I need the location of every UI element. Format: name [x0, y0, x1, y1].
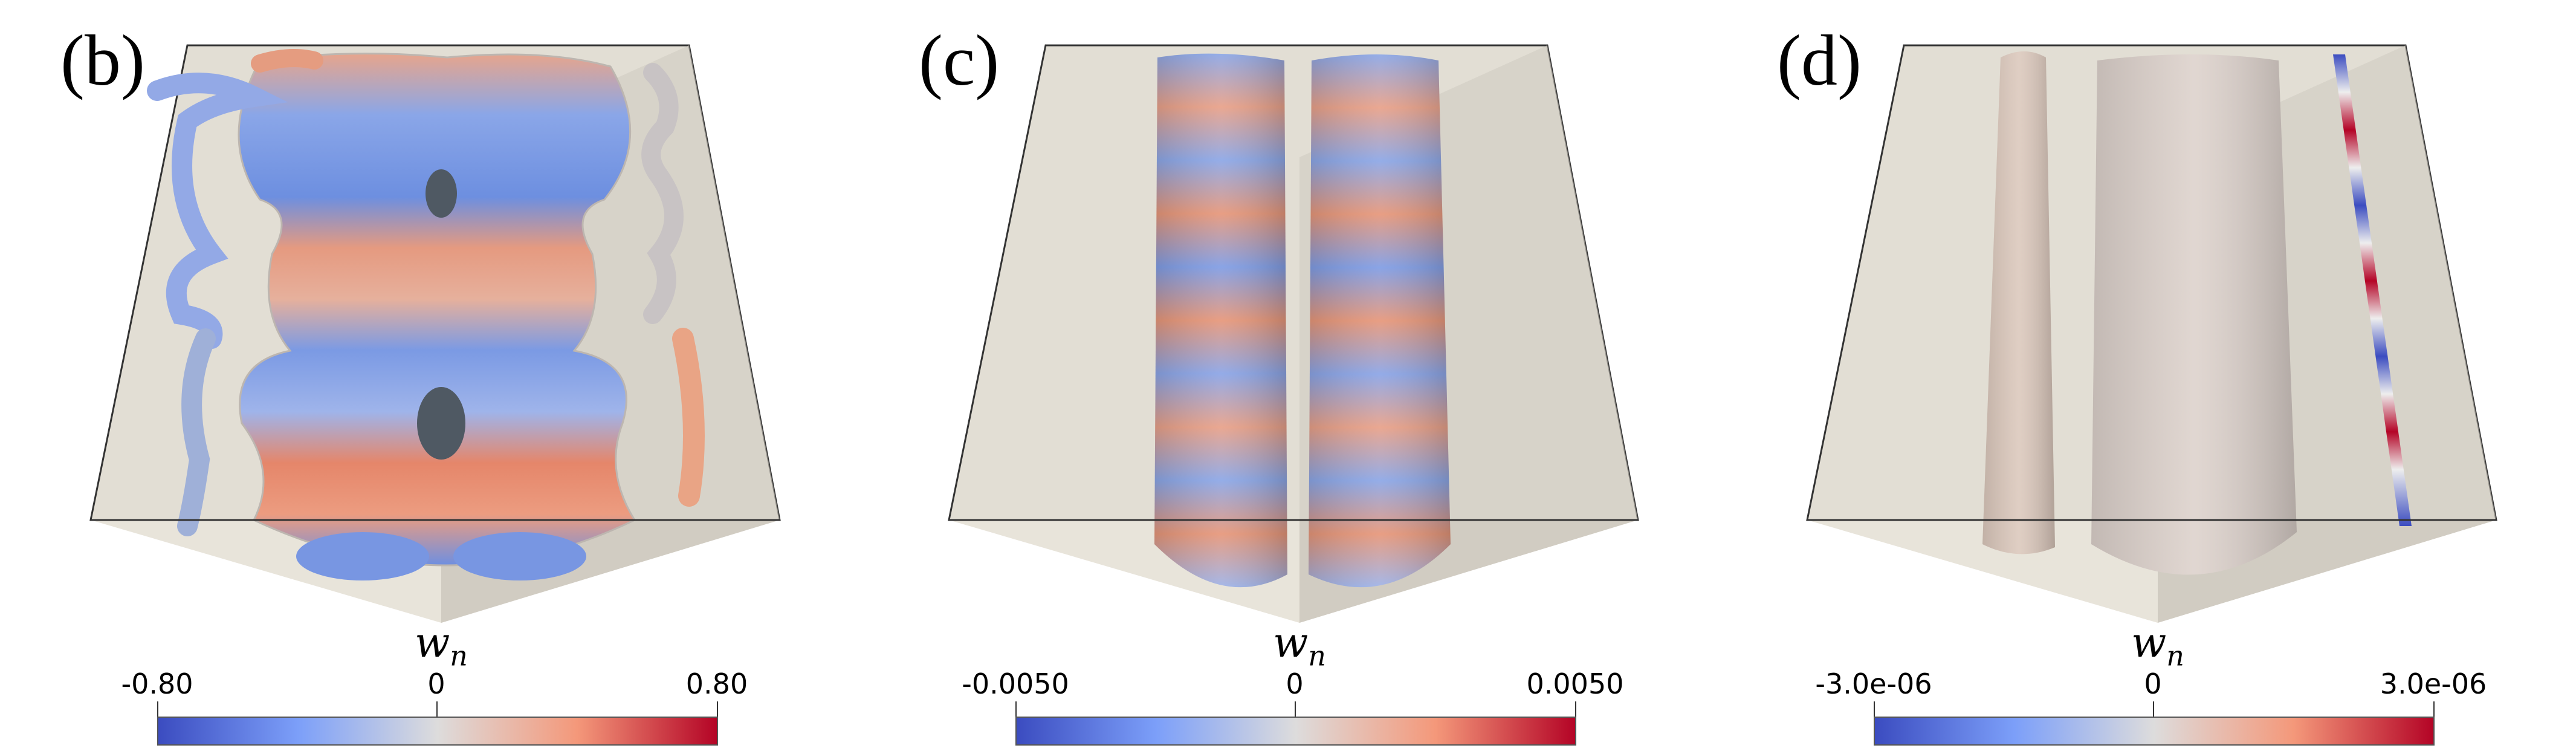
colorbar — [157, 717, 718, 746]
panel-b: (b) wn -0.80 0 0.80 — [60, 0, 919, 751]
panel-label: (b) — [60, 20, 145, 100]
rod — [2333, 54, 2412, 526]
colorbar-tick — [717, 701, 718, 718]
colorbar-title: wn — [415, 619, 468, 672]
colorbar-max-label: 3.0e-06 — [2380, 668, 2487, 700]
colorbar-tick — [1295, 701, 1296, 718]
blue-lobe — [453, 532, 586, 580]
colorbar-min-label: -0.0050 — [962, 668, 1069, 700]
colorbar-tick — [157, 701, 158, 718]
colorbar-tick — [1575, 701, 1576, 718]
side-filament — [672, 328, 705, 507]
isosurface-hole — [417, 387, 465, 460]
colorbar-title: wn — [2131, 619, 2184, 672]
side-filament — [177, 328, 216, 536]
colorbar-tick — [436, 701, 438, 718]
panel-label: (c) — [919, 20, 1000, 100]
panel-c: (c) wn -0.0050 0 0.0050 — [919, 0, 1777, 751]
colorbar-max-label: 0.0050 — [1526, 668, 1624, 700]
isosurface-hole — [426, 169, 457, 218]
colorbar — [1015, 717, 1576, 746]
isosurface-view-c — [948, 44, 1639, 623]
isosurface-view-d — [1806, 44, 2497, 623]
isosurface-body — [238, 53, 636, 567]
colorbar-tick — [1015, 701, 1017, 718]
colorbar-min-label: -3.0e-06 — [1815, 668, 1932, 700]
panel-label: (d) — [1777, 20, 1862, 100]
colorbar-min-label: -0.80 — [121, 668, 193, 700]
colorbar-tick — [2433, 701, 2435, 718]
colorbar-mid-label: 0 — [2144, 668, 2162, 700]
cylinder-wide-shade — [2091, 54, 2297, 575]
colorbar-tick — [1874, 701, 1875, 718]
colorbar-tick — [2153, 701, 2154, 718]
floor-left — [1807, 520, 2158, 623]
side-filament — [641, 63, 684, 324]
cylinder-right-shade — [1309, 54, 1451, 588]
side-filament — [147, 73, 288, 349]
cylinder-left-shade — [1154, 53, 1287, 588]
colorbar — [1874, 717, 2435, 746]
blue-lobe — [296, 532, 429, 580]
colorbar-mid-label: 0 — [427, 668, 445, 700]
cylinder-thin-shade — [1982, 51, 2055, 554]
side-filament — [251, 49, 323, 73]
colorbar-title: wn — [1273, 619, 1326, 672]
colorbar-mid-label: 0 — [1286, 668, 1304, 700]
panel-d: (d) wn -3.0e-06 0 3.0e-06 — [1777, 0, 2576, 751]
isosurface-view-b — [89, 44, 781, 623]
colorbar-max-label: 0.80 — [685, 668, 748, 700]
